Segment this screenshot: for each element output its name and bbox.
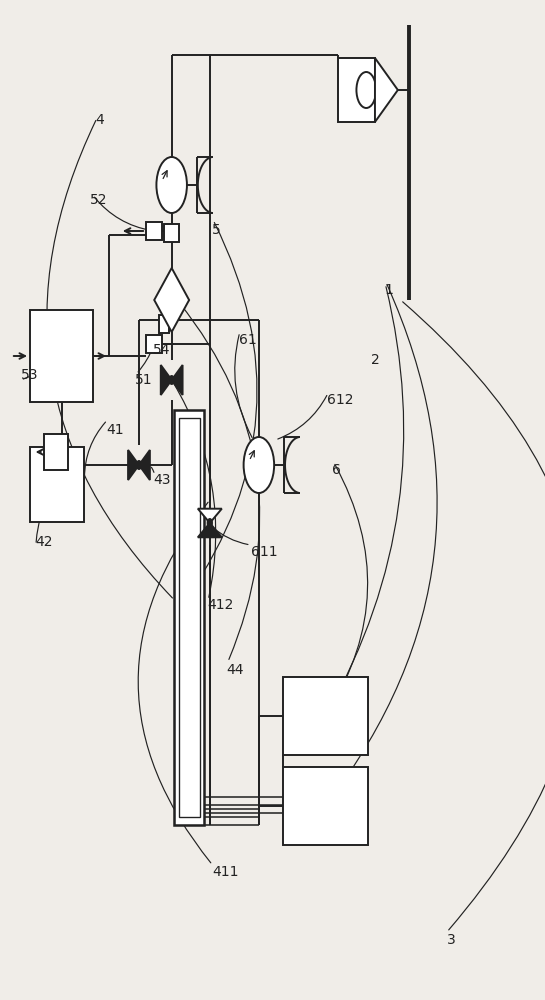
Text: 52: 52 — [90, 193, 107, 207]
Bar — [146, 222, 162, 240]
Text: 412: 412 — [207, 598, 233, 612]
Polygon shape — [172, 365, 183, 395]
Text: 3: 3 — [447, 933, 456, 947]
Bar — [44, 434, 68, 470]
Polygon shape — [154, 268, 189, 332]
Text: 611: 611 — [251, 545, 277, 559]
Text: 61: 61 — [239, 333, 257, 347]
Circle shape — [208, 519, 212, 527]
Polygon shape — [128, 450, 139, 480]
Text: 1: 1 — [384, 283, 393, 297]
Text: 4: 4 — [95, 113, 104, 127]
Bar — [179, 418, 200, 817]
Text: 411: 411 — [213, 865, 239, 879]
Polygon shape — [375, 58, 398, 122]
Circle shape — [169, 376, 174, 384]
Text: 51: 51 — [135, 373, 153, 387]
Polygon shape — [198, 509, 222, 523]
Polygon shape — [161, 365, 172, 395]
Text: 53: 53 — [21, 368, 38, 382]
Bar — [174, 410, 204, 825]
Text: 54: 54 — [153, 343, 170, 357]
Text: 43: 43 — [154, 473, 171, 487]
Text: 41: 41 — [106, 423, 124, 437]
Bar — [30, 310, 93, 402]
Text: 5: 5 — [211, 223, 220, 237]
Bar — [159, 315, 169, 333]
Text: 2: 2 — [371, 353, 379, 367]
Bar — [30, 447, 84, 522]
Polygon shape — [139, 450, 150, 480]
Bar — [164, 224, 179, 242]
Bar — [146, 335, 162, 353]
Polygon shape — [198, 523, 222, 537]
Text: 612: 612 — [327, 393, 354, 407]
Circle shape — [356, 72, 376, 108]
Bar — [283, 677, 368, 755]
Text: 42: 42 — [35, 535, 53, 549]
Bar — [283, 767, 368, 845]
Text: 6: 6 — [332, 463, 341, 477]
Circle shape — [137, 461, 141, 469]
Text: 44: 44 — [226, 663, 244, 677]
Bar — [338, 58, 375, 122]
Circle shape — [156, 157, 187, 213]
Circle shape — [244, 437, 274, 493]
